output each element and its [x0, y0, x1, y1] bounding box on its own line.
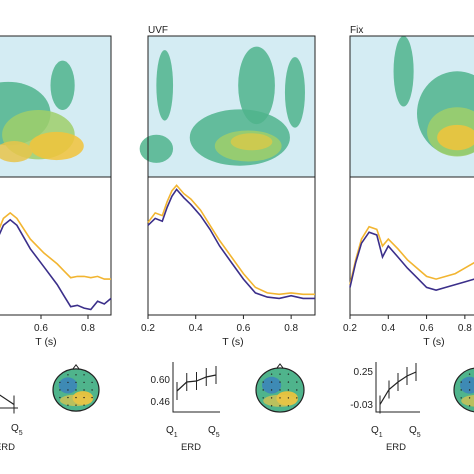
blue-series-line — [349, 231, 474, 292]
x-tick-label: 0.8 — [81, 323, 95, 334]
erd-y-tick: 0.46 — [151, 397, 171, 408]
erd-y-tick: -0.03 — [350, 400, 373, 411]
panel-uvf: UVF 0.2 0.4 0.6 0.8 T (s) 0.60 0.46 Q1 Q5 E… — [139, 25, 316, 453]
x-tick-label: 0.4 — [189, 323, 203, 334]
x-axis-label: T (s) — [35, 336, 56, 348]
erd-plot-fix: 0.25 -0.03 Q1 Q5 — [350, 362, 421, 439]
x-tick-label: 0.2 — [141, 323, 155, 334]
heatmap-region — [0, 141, 33, 163]
panel-title: UVF — [148, 25, 168, 36]
quantile-label-q1: Q1 — [166, 425, 178, 439]
x-tick-label: 0.8 — [458, 323, 472, 334]
quantile-label-q5: Q5 — [208, 425, 220, 439]
erd-trend-line — [0, 394, 15, 405]
heatmap-region — [238, 46, 275, 125]
x-tick-label: 0.6 — [34, 323, 48, 334]
orange-series-line — [349, 225, 474, 285]
x-ticks-1: 0.6 0.8 — [34, 315, 95, 334]
panel-title: Fix — [350, 25, 363, 36]
x-axis-label: T (s) — [423, 336, 444, 348]
heatmap-region — [29, 131, 84, 161]
erd-label: ERD — [0, 442, 15, 453]
quantile-label-q5: Q5 — [409, 425, 421, 439]
erd-y-tick: 0.60 — [151, 375, 171, 386]
topomap-fix — [453, 367, 474, 413]
heatmap-region — [156, 50, 174, 121]
x-tick-label: 0.4 — [381, 323, 395, 334]
x-ticks-uvf: 0.2 0.4 0.6 0.8 — [141, 315, 299, 334]
timecourse-frame-uvf — [147, 176, 316, 316]
heatmap-region — [230, 133, 273, 151]
heatmap-region — [437, 124, 474, 151]
orange-series-line — [0, 211, 111, 280]
x-tick-label: 0.8 — [284, 323, 298, 334]
heatmap-region — [284, 57, 305, 128]
panel-fix: Fix 0.2 0.4 0.6 0.8 T (s) 0.25 -0.03 Q1 Q5 … — [343, 25, 474, 453]
heatmap-region — [393, 36, 414, 107]
timecourse-frame-fix — [349, 176, 474, 316]
x-tick-label: 0.6 — [420, 323, 434, 334]
panel-1: 0.6 0.8 T (s) ERD Q5 — [0, 35, 112, 453]
quantile-label: Q5 — [11, 423, 23, 437]
topomap-1 — [52, 364, 100, 412]
heatmap-region — [50, 60, 75, 111]
blue-series-line — [0, 218, 112, 311]
heatmap-region — [139, 134, 174, 163]
quantile-label-q1: Q1 — [371, 425, 383, 439]
x-tick-label: 0.2 — [343, 323, 357, 334]
erd-plot-uvf: 0.60 0.46 Q1 Q5 — [151, 362, 220, 439]
blue-series-line — [147, 188, 315, 300]
erd-plot-1 — [0, 394, 18, 414]
topomap-uvf — [255, 363, 305, 413]
erd-y-tick: 0.25 — [354, 367, 374, 378]
x-axis-label: T (s) — [222, 336, 243, 348]
timecourse-frame-1 — [0, 176, 112, 316]
x-ticks-fix: 0.2 0.4 0.6 0.8 — [343, 315, 472, 334]
x-tick-label: 0.6 — [236, 323, 250, 334]
erd-label: ERD — [181, 442, 201, 453]
erd-label: ERD — [386, 442, 406, 453]
orange-series-line — [147, 184, 315, 296]
